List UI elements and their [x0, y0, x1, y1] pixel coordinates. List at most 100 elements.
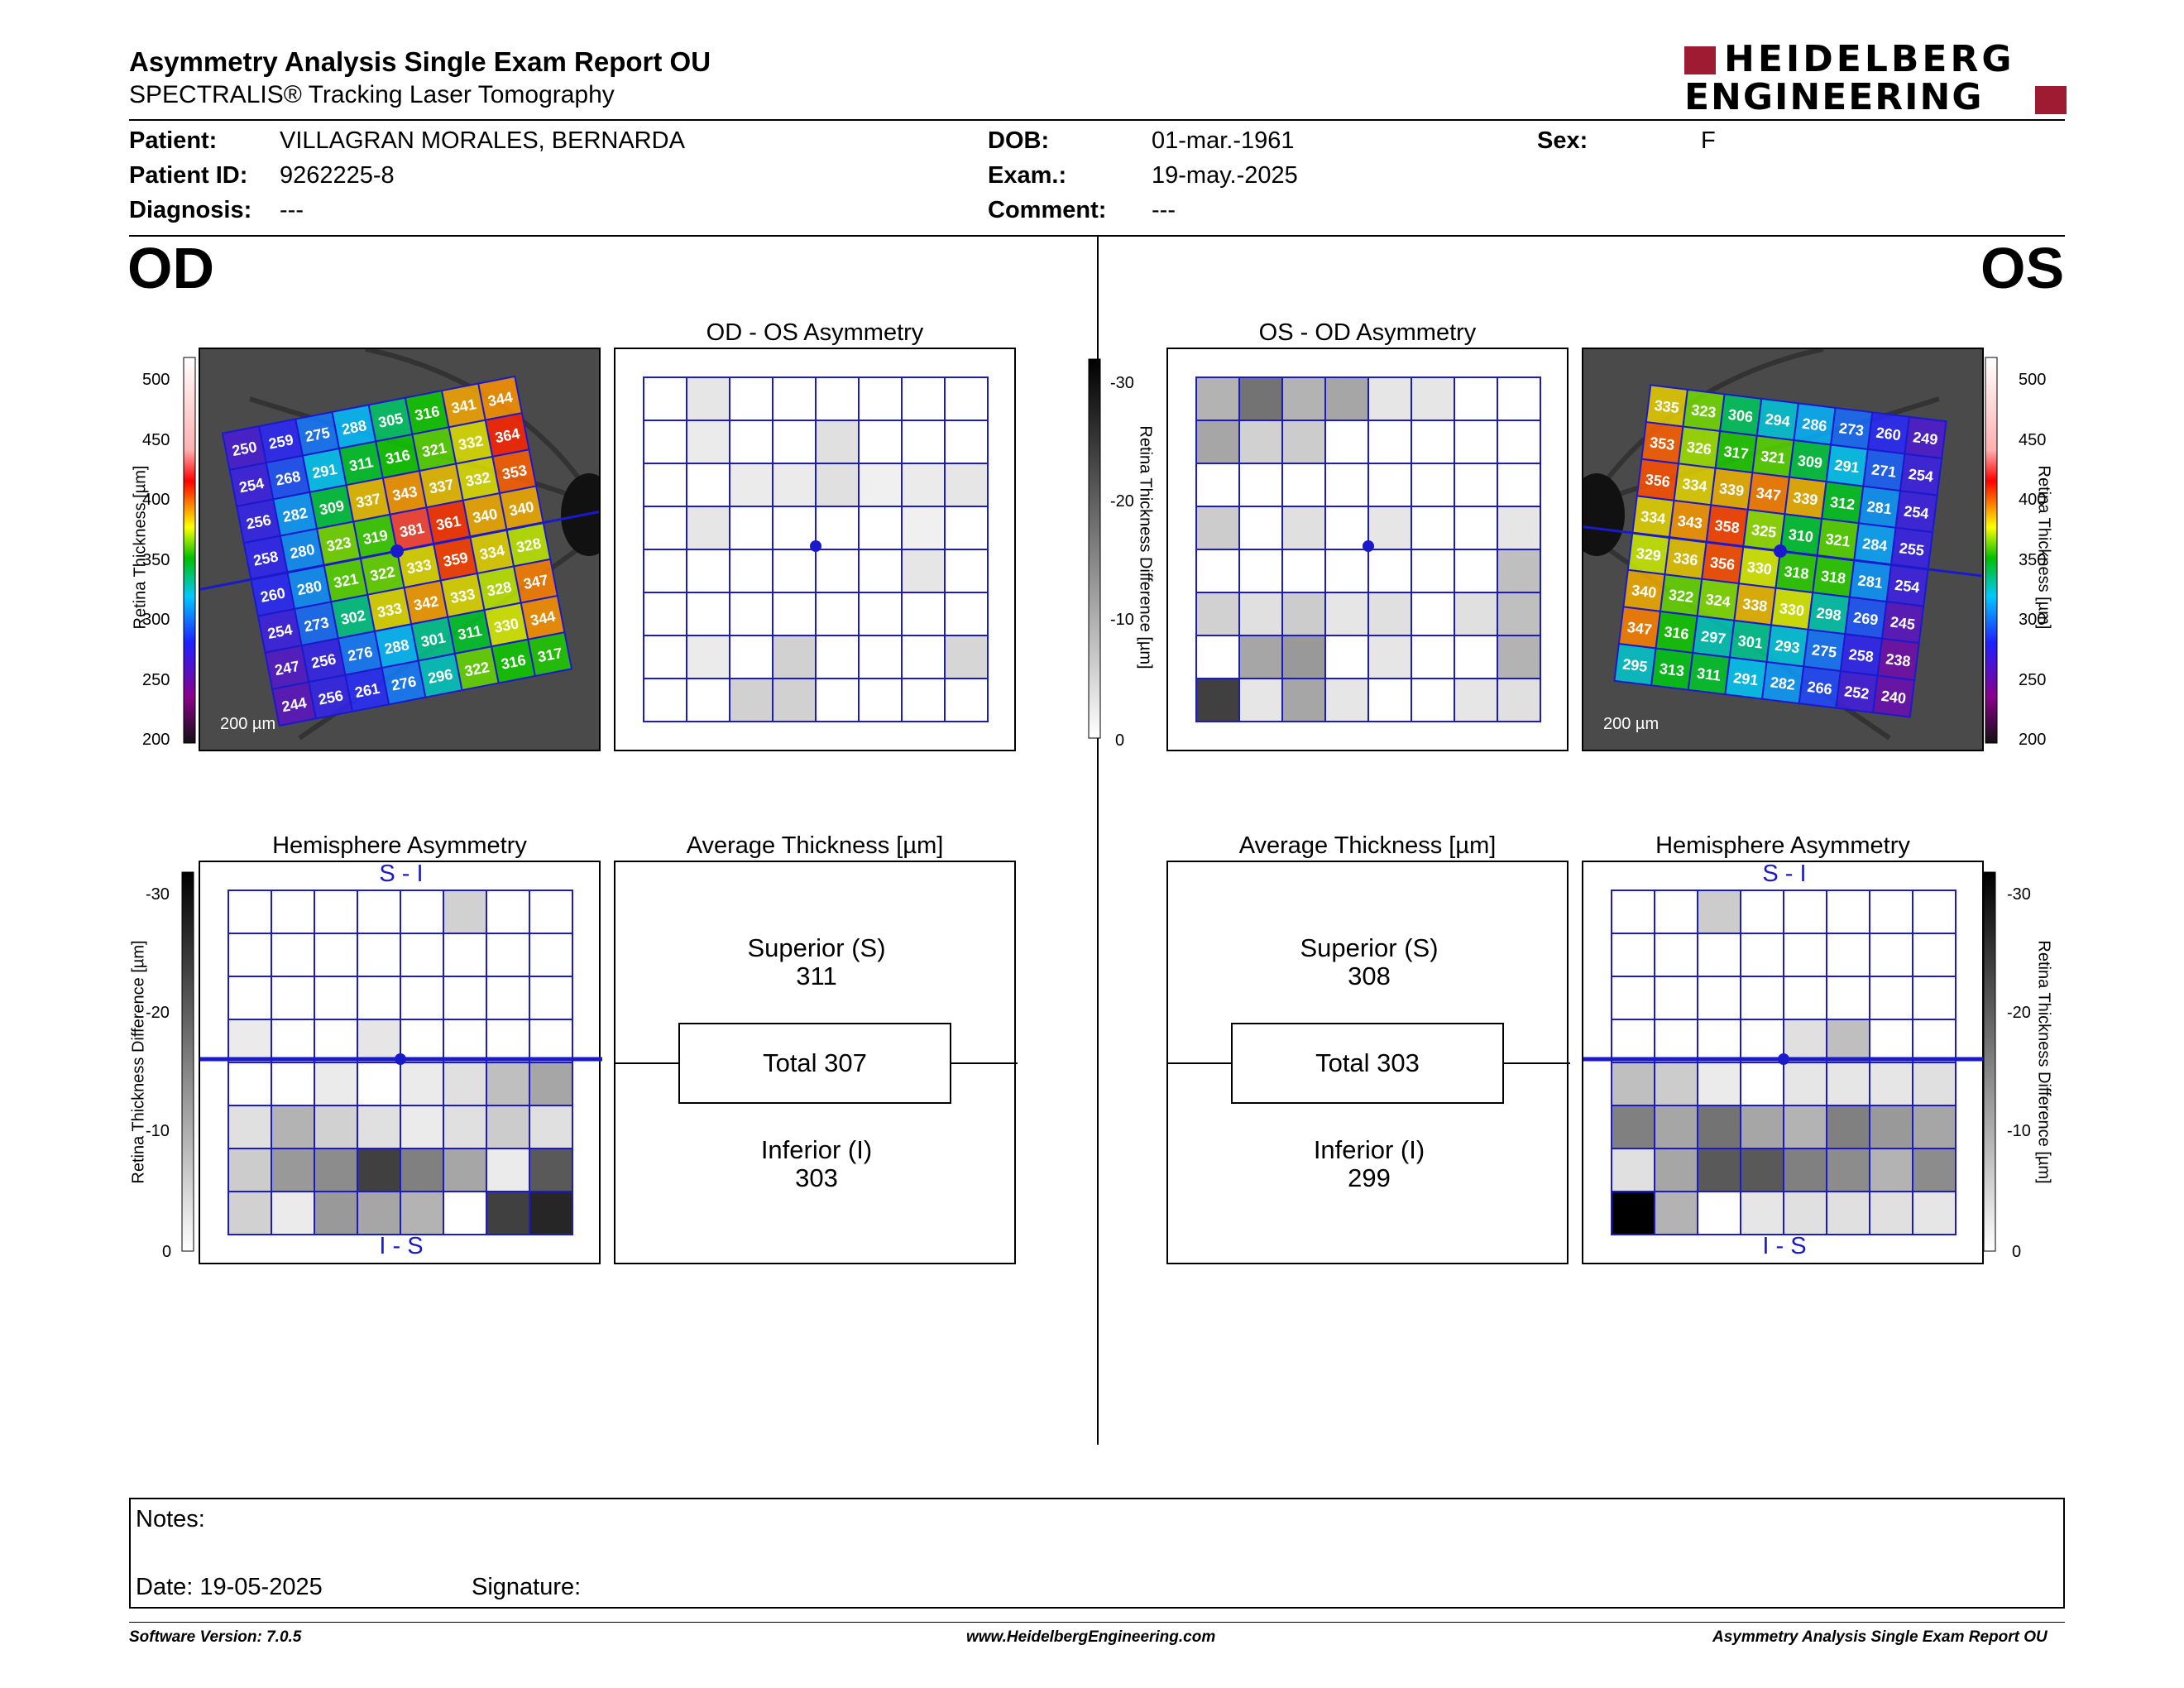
os-asym-cell — [1410, 376, 1455, 421]
notes-box: Notes: Date: 19-05-2025 Signature: — [129, 1498, 2065, 1609]
patient-label: Patient: — [129, 127, 218, 154]
os-asym-cell — [1324, 678, 1369, 722]
os-thickness-value: 335 — [1654, 397, 1680, 417]
middle-diff-ticks: -30 -20 -10 0 — [1110, 364, 1143, 753]
os-optic-disc — [1583, 473, 1625, 556]
os-hemi-cell — [1826, 933, 1870, 977]
os-asym-cell — [1454, 376, 1498, 421]
tick: 300 — [142, 611, 170, 629]
od-asym-cell — [729, 592, 774, 636]
os-asym-cell — [1238, 376, 1283, 421]
od-hemi-cell — [228, 933, 272, 977]
os-fovea-dot — [1774, 544, 1787, 558]
os-asym-cell — [1281, 678, 1326, 722]
os-asym-cell — [1410, 506, 1455, 550]
os-asym-cell — [1195, 592, 1240, 636]
os-asym-title: OS - OD Asymmetry — [1258, 319, 1477, 346]
od-hemi-cell — [228, 1148, 272, 1192]
os-thickness-value: 356 — [1645, 471, 1671, 491]
od-asym-cell — [686, 592, 730, 636]
os-thickness-value: 245 — [1889, 613, 1916, 633]
tick: -20 — [2007, 1004, 2031, 1022]
os-thickness-value: 334 — [1640, 508, 1666, 528]
os-thickness-value: 294 — [1765, 410, 1791, 430]
os-hemisphere-panel: S - I I - S — [1582, 861, 1985, 1264]
os-asym-cell — [1410, 420, 1455, 464]
os-thickness-value: 275 — [1811, 641, 1837, 661]
os-asym-cell — [1324, 420, 1369, 464]
os-thickness-value: 326 — [1686, 439, 1712, 458]
os-hemi-cell — [1826, 1191, 1870, 1235]
od-asym-cell — [772, 592, 817, 636]
od-asymmetry-grid — [643, 376, 989, 722]
os-hemi-top-label: S - I — [1762, 861, 1807, 887]
od-hemi-cell — [314, 890, 358, 934]
od-asym-cell — [643, 376, 687, 421]
od-asym-cell — [858, 592, 903, 636]
od-asym-cell — [944, 678, 989, 722]
os-asym-cell — [1238, 592, 1283, 636]
od-hemi-bottom-label: I - S — [379, 1233, 424, 1259]
os-hemi-cell — [1611, 1105, 1655, 1149]
od-asym-cell — [772, 549, 817, 593]
od-asym-cell — [686, 549, 730, 593]
os-hemi-cell — [1869, 1191, 1913, 1235]
os-thickness-value: 347 — [1626, 619, 1653, 639]
logo-square-top — [1684, 46, 1716, 74]
od-asym-cell — [815, 549, 860, 593]
diagnosis-value: --- — [280, 197, 304, 223]
sex-label: Sex: — [1537, 127, 1588, 154]
os-asym-cell — [1324, 463, 1369, 507]
os-thickness-value: 343 — [1677, 512, 1703, 532]
os-asym-cell — [1410, 635, 1455, 679]
os-hemi-cell — [1654, 1148, 1698, 1192]
od-avg-title: Average Thickness [µm] — [686, 832, 944, 859]
od-hemi-cell — [529, 1191, 573, 1235]
os-hemi-cell — [1869, 933, 1913, 977]
os-hemi-cell — [1697, 1105, 1741, 1149]
os-thickness-value: 330 — [1746, 559, 1773, 578]
os-hemi-diff-scale — [1983, 871, 1996, 1252]
os-asym-cell — [1324, 506, 1369, 550]
footer-report-name: Asymmetry Analysis Single Exam Report OU — [1712, 1628, 2048, 1646]
od-asym-cell — [944, 376, 989, 421]
os-hemi-cell — [1654, 1191, 1698, 1235]
os-thickness-value: 336 — [1672, 549, 1698, 569]
patient-name: VILLAGRAN MORALES, BERNARDA — [280, 127, 685, 154]
tick: 400 — [142, 491, 170, 509]
tick: 0 — [1115, 731, 1125, 750]
od-hemi-cell — [271, 1148, 315, 1192]
os-hemi-cell — [1740, 1062, 1784, 1106]
od-asym-cell — [686, 635, 730, 679]
tick: -30 — [2007, 885, 2031, 904]
od-hemi-cell — [443, 890, 487, 934]
od-average-panel: Superior (S) 311 Total 307 Inferior (I) … — [614, 861, 1018, 1264]
od-hemi-cell — [529, 1019, 573, 1063]
os-asym-cell — [1195, 376, 1240, 421]
os-asym-cell — [1238, 678, 1283, 722]
os-thickness-value: 329 — [1636, 544, 1662, 564]
os-asym-cell — [1238, 463, 1283, 507]
os-fundus-svg: 335 323 306 294 286 273 260 249 353 326 317 321 309 2… — [1583, 349, 1982, 750]
od-asymmetry-panel — [614, 348, 1016, 751]
od-hemi-title: Hemisphere Asymmetry — [272, 832, 527, 859]
os-thickness-value: 260 — [1875, 424, 1902, 444]
os-hemi-cell — [1611, 1191, 1655, 1235]
od-asym-cell — [729, 463, 774, 507]
tick: 200 — [142, 731, 170, 749]
os-asym-cell — [1238, 506, 1283, 550]
od-asym-cell — [815, 420, 860, 464]
os-thickness-value: 286 — [1801, 415, 1827, 435]
od-hemisphere-grid — [200, 890, 602, 1235]
os-asym-cell — [1454, 635, 1498, 679]
os-asym-cell — [1195, 678, 1240, 722]
od-hemi-cell — [486, 976, 530, 1020]
os-asym-cell — [1410, 678, 1455, 722]
od-hemi-cell — [228, 1191, 272, 1235]
os-hemi-cell — [1869, 1062, 1913, 1106]
od-hemi-cell — [314, 1191, 358, 1235]
os-hemi-cell — [1611, 1148, 1655, 1192]
od-thickness-cell — [527, 631, 573, 678]
